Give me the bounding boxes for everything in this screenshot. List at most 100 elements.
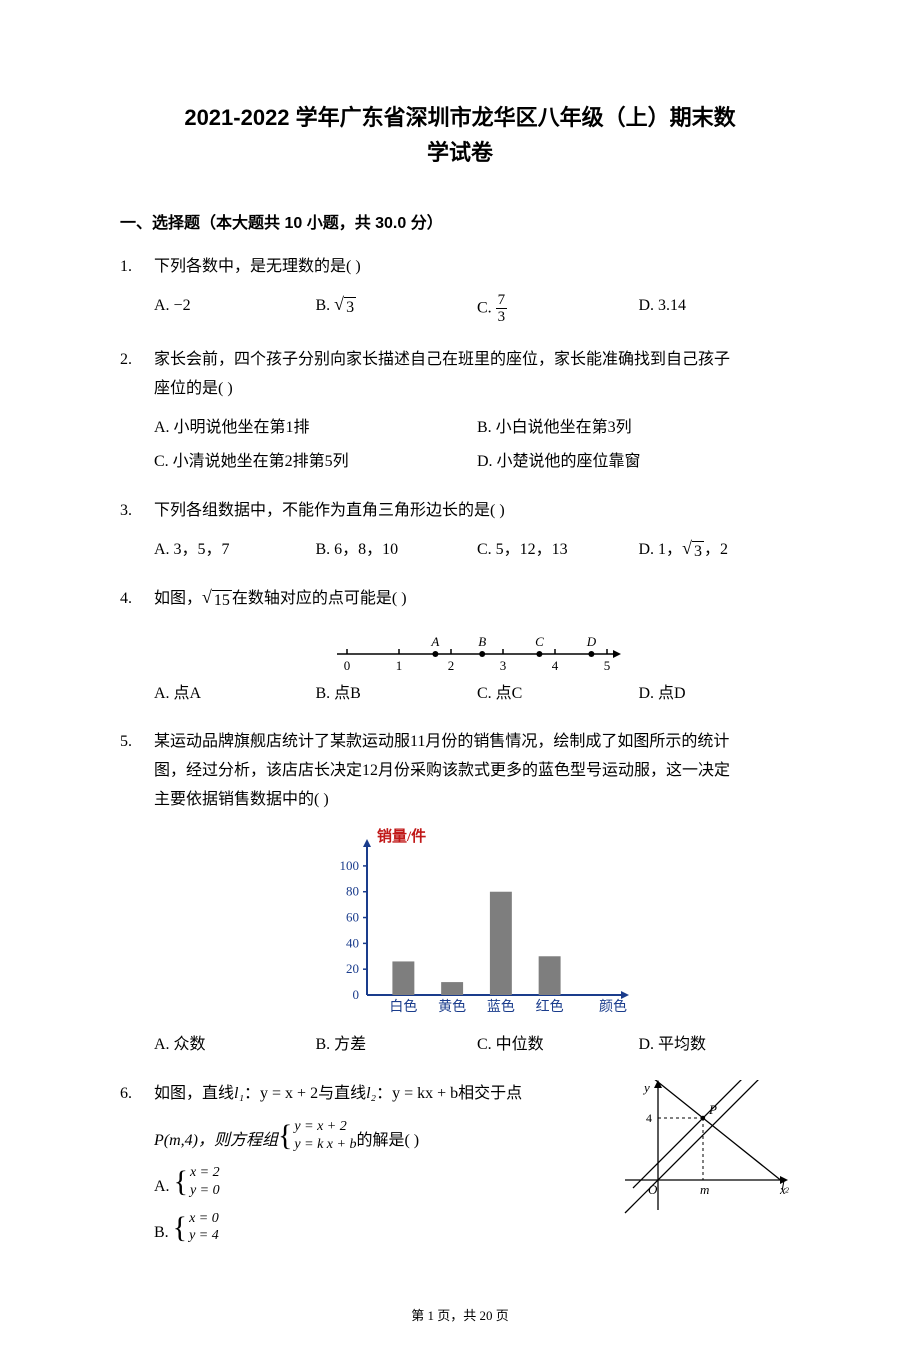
stem-c: ：y = kx + b相交于点 [376, 1085, 522, 1102]
option-b: B. 6，8，10 [316, 536, 478, 565]
option-d-post: ，2 [704, 541, 728, 558]
bar-chart-svg: 0 20 40 60 80 100 白色 黄色 蓝色 红色 销量/件颜色 [317, 825, 637, 1025]
question-4: 4. 如图，√15在数轴对应的点可能是( ) 012345ABCD A. 点A … [120, 585, 800, 715]
option-b: B. 方差 [316, 1031, 478, 1060]
l2-label: l₂ [366, 1085, 376, 1102]
l1-label: l₁ [234, 1085, 244, 1102]
stem-line3: 主要依据销售数据中的( ) [154, 786, 800, 815]
fraction: 73 [496, 292, 508, 326]
svg-text:40: 40 [346, 935, 359, 950]
option-b-pre: B. [154, 1224, 173, 1241]
question-number: 2. [120, 346, 148, 375]
stem-line1: 某运动品牌旗舰店统计了某款运动服11月份的销售情况，绘制成了如图所示的统计 [154, 728, 800, 757]
stem-pre: 如图， [154, 590, 202, 607]
sqrt-icon: √15 [202, 588, 232, 610]
question-6: 6. 如图，直线l₁：y = x + 2与直线l₂：y = kx + b相交于点… [120, 1080, 800, 1254]
svg-text:0: 0 [353, 987, 360, 1002]
stem-a: 如图，直线 [154, 1085, 234, 1102]
svg-text:y: y [642, 1080, 650, 1095]
option-b: B. {x = 0y = 4 [154, 1210, 620, 1248]
svg-text:B: B [478, 634, 486, 649]
stem-line2: 座位的是( ) [154, 375, 800, 404]
number-line-figure: 012345ABCD [154, 624, 800, 674]
page-title: 2021-2022 学年广东省深圳市龙华区八年级（上）期末数 学试卷 [120, 100, 800, 170]
question-number: 3. [120, 497, 148, 526]
svg-text:O: O [648, 1182, 658, 1197]
svg-text:A: A [430, 634, 439, 649]
option-c: C. 中位数 [477, 1031, 639, 1060]
option-a: A. 点A [154, 680, 316, 709]
question-3: 3. 下列各组数据中，不能作为直角三角形边长的是( ) A. 3，5，7 B. … [120, 497, 800, 571]
option-d: D. 小楚说他的座位靠窗 [477, 448, 800, 477]
svg-text:白色: 白色 [389, 998, 417, 1015]
option-a-pre: A. [154, 1178, 174, 1195]
option-c-prefix: C. [477, 300, 496, 317]
option-a: A. −2 [154, 292, 316, 326]
question-stem: 下列各数中，是无理数的是( ) [154, 253, 800, 282]
question-1: 1. 下列各数中，是无理数的是( ) A. −2 B. √3 C. 73 D. … [120, 253, 800, 332]
equation-system: {y = x + 2y = k x + b [278, 1118, 356, 1153]
svg-text:蓝色: 蓝色 [487, 998, 515, 1015]
svg-text:60: 60 [346, 909, 359, 924]
option-d: D. 点D [639, 680, 801, 709]
question-number: 5. [120, 728, 148, 757]
svg-text:100: 100 [340, 858, 360, 873]
option-c: C. 5，12，13 [477, 536, 639, 565]
option-c: C. 点C [477, 680, 639, 709]
svg-text:颜色: 颜色 [599, 998, 627, 1015]
question-number: 6. [120, 1080, 148, 1109]
svg-text:5: 5 [604, 658, 611, 673]
bar-chart-figure: 0 20 40 60 80 100 白色 黄色 蓝色 红色 销量/件颜色 [154, 825, 800, 1025]
option-d: D. 1，√3，2 [639, 536, 801, 565]
svg-text:P: P [708, 1102, 717, 1117]
option-a: A. 3，5，7 [154, 536, 316, 565]
number-line-svg: 012345ABCD [327, 624, 627, 674]
options: A. −2 B. √3 C. 73 D. 3.14 [154, 292, 800, 332]
option-a: A. 众数 [154, 1031, 316, 1060]
question-2: 2. 家长会前，四个孩子分别向家长描述自己在班里的座位，家长能准确找到自己孩子 … [120, 346, 800, 483]
stem-line2: P(m,4)，则方程组{y = x + 2y = k x + b的解是( ) [154, 1118, 620, 1156]
stem-post: 在数轴对应的点可能是( ) [232, 590, 407, 607]
option-a: A. {x = 2y = 0 [154, 1164, 620, 1202]
sqrt-icon: √3 [682, 539, 704, 561]
title-line2: 学试卷 [120, 135, 800, 170]
line-graph-svg: Oxy4mPl₁l₂ [620, 1080, 795, 1220]
question-number: 4. [120, 585, 148, 614]
options: A. 小明说他坐在第1排 B. 小白说他坐在第3列 C. 小清说她坐在第2排第5… [154, 414, 800, 484]
sqrt-icon: √3 [334, 295, 356, 317]
svg-text:黄色: 黄色 [438, 998, 466, 1015]
svg-text:0: 0 [344, 658, 351, 673]
svg-text:红色: 红色 [536, 998, 564, 1015]
option-b-prefix: B. [316, 297, 335, 314]
svg-text:D: D [586, 634, 597, 649]
question-stem: 下列各组数据中，不能作为直角三角形边长的是( ) [154, 497, 800, 526]
option-d: D. 3.14 [639, 292, 801, 326]
option-b: B. √3 [316, 292, 478, 326]
options: A. 点A B. 点B C. 点C D. 点D [154, 680, 800, 715]
svg-text:1: 1 [396, 658, 403, 673]
question-stem: 某运动品牌旗舰店统计了某款运动服11月份的销售情况，绘制成了如图所示的统计 图，… [154, 728, 800, 814]
svg-text:C: C [535, 634, 544, 649]
question-5: 5. 某运动品牌旗舰店统计了某款运动服11月份的销售情况，绘制成了如图所示的统计… [120, 728, 800, 1065]
option-b: B. 点B [316, 680, 478, 709]
svg-text:20: 20 [346, 961, 359, 976]
question-stem: 如图，直线l₁：y = x + 2与直线l₂：y = kx + b相交于点 [154, 1080, 620, 1109]
option-a-system: {x = 2y = 0 [174, 1164, 220, 1199]
options: A. 众数 B. 方差 C. 中位数 D. 平均数 [154, 1031, 800, 1066]
svg-text:m: m [700, 1182, 709, 1197]
title-line1: 2021-2022 学年广东省深圳市龙华区八年级（上）期末数 [120, 100, 800, 135]
options: A. 3，5，7 B. 6，8，10 C. 5，12，13 D. 1，√3，2 [154, 536, 800, 571]
svg-text:4: 4 [552, 658, 559, 673]
option-d: D. 平均数 [639, 1031, 801, 1060]
option-c: C. 73 [477, 292, 639, 326]
question-number: 1. [120, 253, 148, 282]
stem2-b: 的解是( ) [356, 1132, 419, 1149]
svg-text:销量/件: 销量/件 [377, 827, 426, 845]
question-stem: 家长会前，四个孩子分别向家长描述自己在班里的座位，家长能准确找到自己孩子 座位的… [154, 346, 800, 404]
svg-text:80: 80 [346, 883, 359, 898]
stem-line1: 家长会前，四个孩子分别向家长描述自己在班里的座位，家长能准确找到自己孩子 [154, 346, 800, 375]
svg-text:l₂: l₂ [781, 1178, 790, 1193]
section-1-header: 一、选择题（本大题共 10 小题，共 30.0 分） [120, 210, 800, 239]
stem-b: ：y = x + 2与直线 [244, 1085, 366, 1102]
page-footer: 第 1 页，共 20 页 [120, 1304, 800, 1327]
